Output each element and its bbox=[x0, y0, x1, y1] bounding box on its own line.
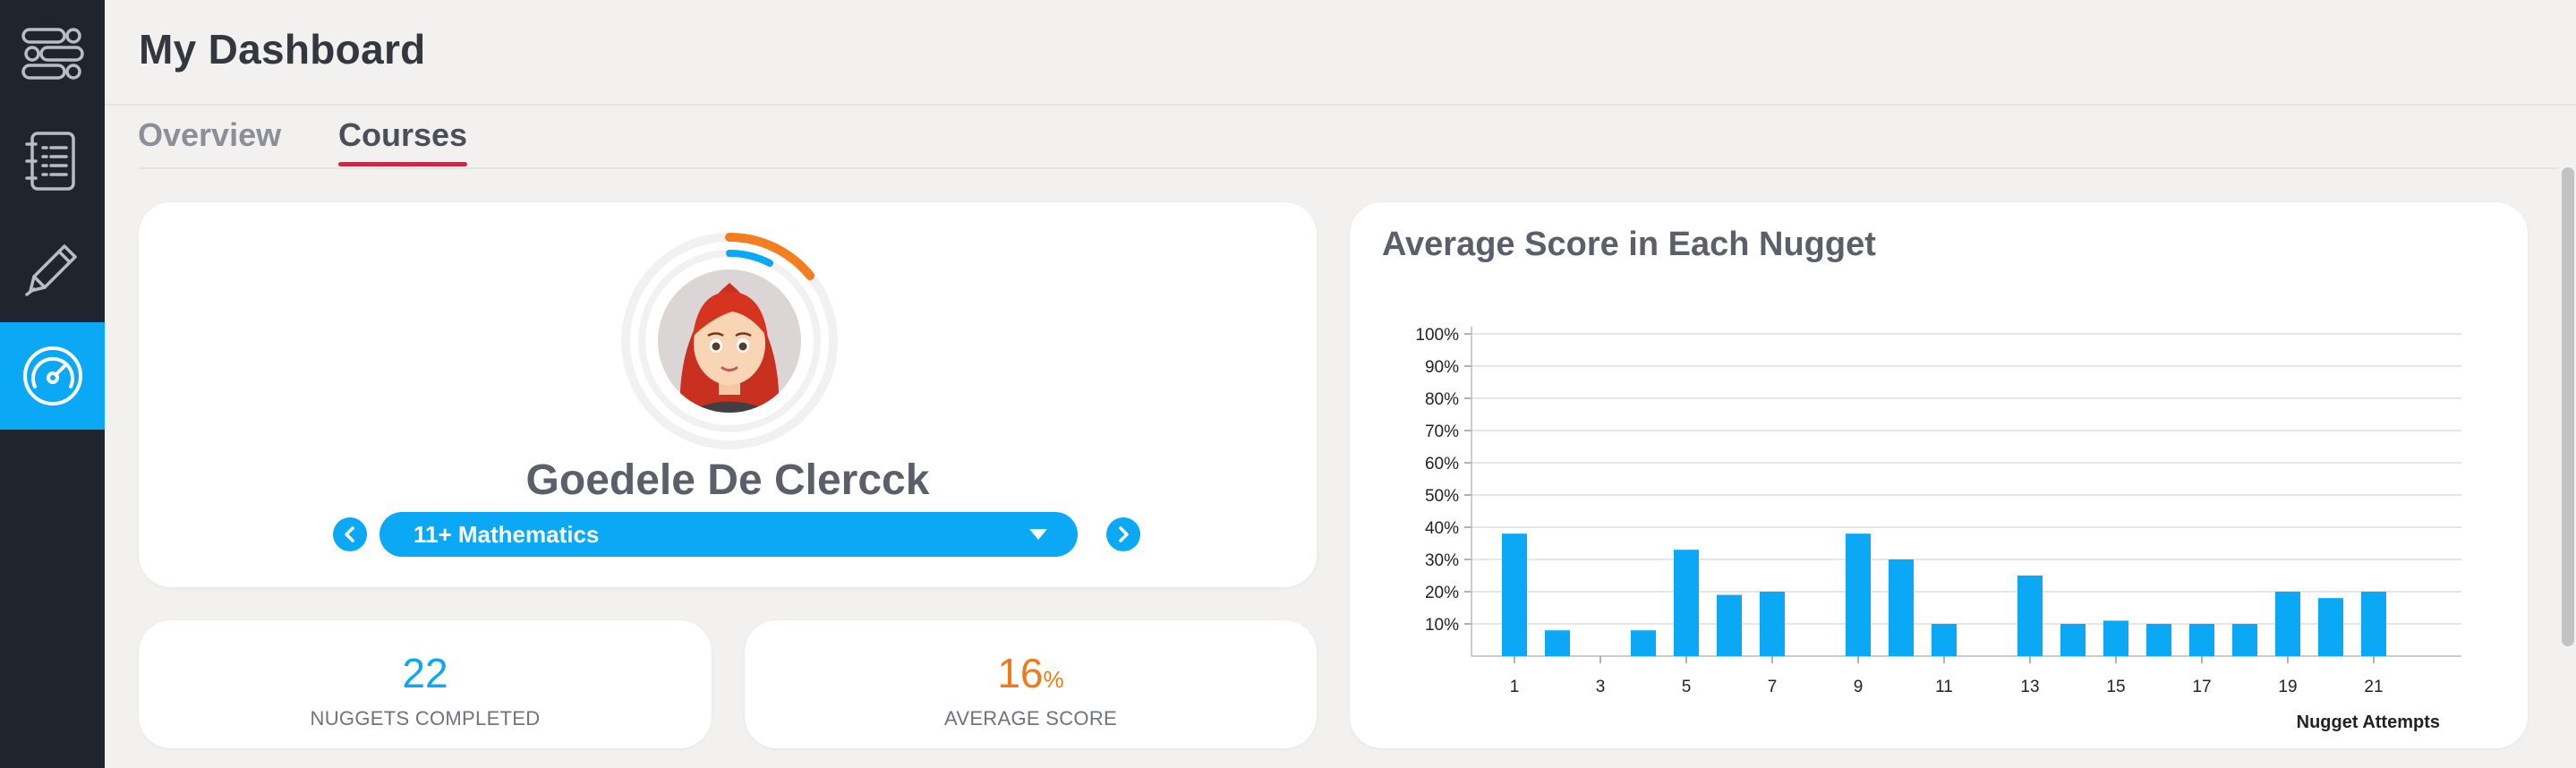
tabs-divider bbox=[139, 167, 2558, 169]
nuggets-completed-card: 22 NUGGETS COMPLETED bbox=[139, 620, 712, 748]
sidebar-item-dashboard[interactable] bbox=[0, 322, 105, 430]
pencil-icon bbox=[24, 244, 77, 296]
bar bbox=[1760, 592, 1785, 656]
y-tick-label: 10% bbox=[1425, 616, 1459, 635]
avatar bbox=[618, 229, 841, 453]
x-tick-label: 11 bbox=[1935, 678, 1953, 696]
chevron-left-icon bbox=[345, 526, 354, 542]
x-tick-label: 13 bbox=[2020, 678, 2039, 696]
average-score-value: 16% bbox=[997, 650, 1064, 696]
bar bbox=[2275, 592, 2300, 656]
bar bbox=[1631, 630, 1656, 656]
workflow-icon bbox=[21, 28, 84, 80]
x-tick-label: 15 bbox=[2106, 678, 2125, 696]
bar bbox=[2103, 620, 2128, 656]
chart-title: Average Score in Each Nugget bbox=[1382, 226, 1876, 263]
course-select[interactable]: 11+ Mathematics bbox=[380, 512, 1078, 557]
y-tick-label: 90% bbox=[1425, 358, 1459, 377]
caret-down-icon bbox=[1029, 529, 1047, 540]
gauge-icon bbox=[22, 346, 82, 405]
bar bbox=[2017, 576, 2043, 656]
x-tick-label: 21 bbox=[2364, 678, 2383, 696]
y-tick-label: 40% bbox=[1425, 519, 1459, 538]
chart-card: Average Score in Each Nugget 10% 20% 30% 40… bbox=[1350, 202, 2528, 748]
progress-outer-arc bbox=[725, 233, 815, 280]
profile-card: Goedele De Clercck 11+ Mathematics bbox=[139, 202, 1317, 587]
x-tick-label: 1 bbox=[1510, 678, 1520, 696]
list-icon bbox=[24, 132, 75, 191]
progress-inner-arc bbox=[726, 250, 773, 267]
y-tick-label: 30% bbox=[1425, 551, 1459, 570]
average-score-card: 16% AVERAGE SCORE bbox=[745, 620, 1317, 748]
user-name: Goedele De Clercck bbox=[525, 457, 930, 504]
bar bbox=[2232, 624, 2257, 656]
chevron-right-icon bbox=[1119, 526, 1129, 542]
x-tick-label: 7 bbox=[1768, 678, 1778, 696]
bar bbox=[1545, 630, 1570, 656]
sidebar bbox=[0, 0, 105, 768]
bar bbox=[1846, 533, 1871, 656]
bar bbox=[2318, 598, 2343, 656]
average-score-label: AVERAGE SCORE bbox=[944, 707, 1117, 730]
x-tick-label: 9 bbox=[1854, 678, 1864, 696]
sidebar-item-edit[interactable] bbox=[0, 215, 105, 322]
x-tick-label: 17 bbox=[2192, 678, 2211, 696]
y-tick-label: 70% bbox=[1425, 422, 1459, 441]
x-tick-label: 19 bbox=[2278, 678, 2297, 696]
tab-courses[interactable]: Courses bbox=[338, 116, 468, 166]
y-tick-label: 100% bbox=[1415, 326, 1459, 345]
scrollbar[interactable] bbox=[2562, 167, 2574, 646]
sidebar-item-workflow[interactable] bbox=[0, 0, 105, 107]
bar bbox=[2060, 624, 2086, 656]
bar bbox=[2146, 624, 2171, 656]
y-tick-label: 20% bbox=[1425, 584, 1459, 602]
bar bbox=[1932, 624, 1957, 656]
bar bbox=[1502, 533, 1527, 656]
y-tick-label: 50% bbox=[1425, 487, 1459, 506]
tab-overview[interactable]: Overview bbox=[138, 116, 282, 153]
nuggets-completed-label: NUGGETS COMPLETED bbox=[310, 707, 541, 730]
nuggets-completed-value: 22 bbox=[402, 650, 448, 696]
page-title: My Dashboard bbox=[139, 26, 426, 73]
x-axis-label: Nugget Attempts bbox=[2297, 713, 2440, 732]
x-tick-label: 3 bbox=[1596, 678, 1606, 696]
y-tick-label: 80% bbox=[1425, 390, 1459, 409]
bar bbox=[2361, 592, 2386, 656]
y-tick-label: 60% bbox=[1425, 455, 1459, 474]
x-tick-label: 5 bbox=[1682, 678, 1692, 696]
bar bbox=[1674, 550, 1699, 656]
next-course-button[interactable] bbox=[1106, 517, 1140, 551]
prev-course-button[interactable] bbox=[333, 517, 367, 551]
bar bbox=[1717, 594, 1742, 656]
bar bbox=[2189, 624, 2214, 656]
bar-chart: 10%20%30%40%50%60%70%80%90%100%1 3 5 7 9 11 13… bbox=[1415, 326, 2461, 732]
header-divider bbox=[105, 104, 2576, 106]
course-select-label: 11+ Mathematics bbox=[414, 520, 600, 548]
bar bbox=[1889, 559, 1914, 656]
sidebar-item-list[interactable] bbox=[0, 107, 105, 215]
